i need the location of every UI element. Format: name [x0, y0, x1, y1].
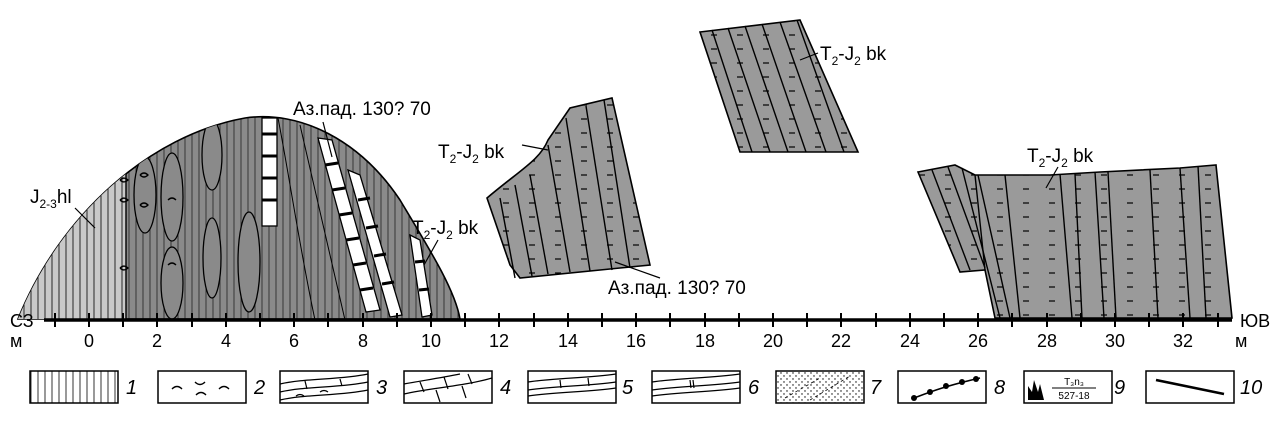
legend-item-7: 7	[775, 370, 882, 404]
tick-label: 4	[221, 331, 231, 351]
tick-labels: 0 2 4 6 8 10 12 14 16 18 20 22 24 26 28 …	[84, 331, 1193, 351]
label-bk-upper: T2-J2 bk	[820, 44, 887, 68]
legend-num: 4	[500, 377, 511, 399]
legend: 1 2 3	[29, 370, 1262, 404]
legend-num: 7	[870, 377, 882, 399]
legend-item-2: 2	[157, 370, 265, 404]
label-azimuth-top: Аз.пад. 130? 70	[293, 99, 431, 120]
sample-top-label: T₃n₃	[1064, 377, 1084, 388]
tick-label: 24	[900, 331, 920, 351]
tick-label: 30	[1105, 331, 1125, 351]
tick-label: 18	[695, 331, 715, 351]
tick-label: 12	[489, 331, 509, 351]
legend-num: 8	[994, 377, 1005, 399]
legend-num: 6	[748, 377, 760, 399]
tick-label: 6	[289, 331, 299, 351]
unit-left: м	[10, 331, 22, 351]
legend-num: 3	[376, 377, 387, 399]
label-bk-right: T2-J2 bk	[1027, 146, 1094, 170]
label-azimuth-bottom: Аз.пад. 130? 70	[608, 278, 746, 299]
tick-label: 28	[1037, 331, 1057, 351]
tick-label: 10	[421, 331, 441, 351]
annotations: J2-3hl Аз.пад. 130? 70 T2-J2 bk T2-J2 bk…	[30, 44, 1094, 299]
tick-label: 0	[84, 331, 94, 351]
sample-bottom-label: 527-18	[1058, 391, 1090, 402]
central-block	[486, 97, 651, 279]
legend-item-8: 8	[897, 370, 1005, 404]
tick-label: 14	[558, 331, 578, 351]
legend-num: 10	[1240, 377, 1262, 399]
label-bk-central: T2-J2 bk	[438, 142, 505, 166]
legend-num: 1	[126, 377, 137, 399]
tick-label: 2	[152, 331, 162, 351]
dome-body	[16, 116, 461, 320]
tick-label: 22	[831, 331, 851, 351]
right-block	[916, 164, 1233, 319]
legend-item-4: 4	[403, 370, 511, 404]
legend-num: 5	[622, 377, 634, 399]
direction-nw: СЗ	[10, 311, 34, 331]
unit-right: м	[1235, 331, 1247, 351]
legend-item-3: 3	[279, 370, 387, 404]
label-bk-dome: T2-J2 bk	[412, 218, 479, 242]
tick-label: 8	[358, 331, 368, 351]
scale-axis: СЗ ЮВ м м 0 2 4 6 8 10 12 14 16 18 20 22…	[10, 311, 1270, 351]
tick-label: 26	[968, 331, 988, 351]
legend-item-1: 1	[29, 370, 137, 404]
tick-label: 20	[763, 331, 783, 351]
upper-block	[698, 19, 860, 153]
legend-item-10: 10	[1145, 370, 1262, 404]
legend-num: 9	[1114, 377, 1125, 399]
legend-item-9: T₃n₃ 527-18 9	[1023, 370, 1125, 404]
direction-se: ЮВ	[1240, 311, 1270, 331]
legend-item-5: 5	[527, 370, 634, 404]
legend-item-6: 6	[651, 370, 760, 404]
label-hl: J2-3hl	[30, 187, 72, 211]
legend-num: 2	[253, 377, 265, 399]
tick-label: 16	[626, 331, 646, 351]
tick-label: 32	[1173, 331, 1193, 351]
